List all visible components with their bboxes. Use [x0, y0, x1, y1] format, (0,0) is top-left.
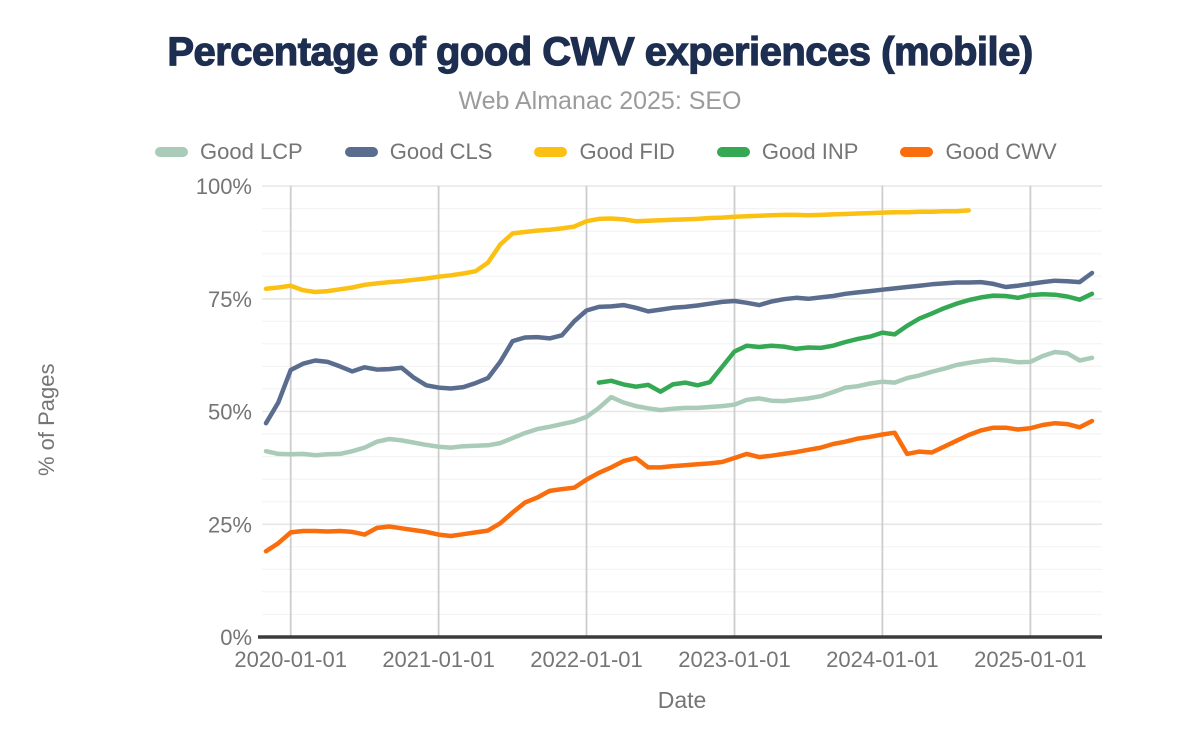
y-tick-label: 0%	[220, 625, 252, 650]
legend-item-good-inp: Good INP	[716, 139, 859, 165]
y-tick-label: 75%	[208, 287, 252, 312]
x-tick-label: 2024-01-01	[826, 647, 939, 672]
chart-subtitle: Web Almanac 2025: SEO	[458, 87, 742, 115]
legend-label-good-cls: Good CLS	[389, 139, 493, 164]
legend-label-good-cwv: Good CWV	[945, 139, 1057, 164]
y-axis-title: % of Pages	[34, 363, 59, 477]
legend-item-good-cwv: Good CWV	[900, 139, 1057, 165]
x-axis-title: Date	[657, 687, 707, 713]
legend-swatch-good-lcp	[155, 147, 188, 157]
series-line-good-cwv	[263, 418, 1095, 554]
legend: Good LCP Good CLS Good FID Good INP Good…	[155, 139, 1057, 165]
y-tick-label: 25%	[208, 512, 252, 537]
legend-label-good-inp: Good INP	[761, 139, 859, 164]
series-line-good-inp	[596, 291, 1095, 394]
series-line-good-fid	[263, 208, 971, 295]
y-tick-label: 100%	[196, 174, 252, 199]
x-tick-label: 2020-01-01	[234, 647, 347, 672]
x-tick-label: 2023-01-01	[678, 647, 791, 672]
legend-item-good-lcp: Good LCP	[155, 139, 303, 165]
chart-title: Percentage of good CWV experiences (mobi…	[167, 29, 1034, 74]
legend-swatch-good-cls	[344, 147, 378, 157]
x-tick-label: 2021-01-01	[382, 647, 495, 672]
legend-item-good-cls: Good CLS	[344, 139, 493, 165]
x-tick-label: 2025-01-01	[974, 647, 1087, 672]
x-tick-label: 2022-01-01	[530, 647, 643, 672]
legend-item-good-fid: Good FID	[534, 139, 675, 165]
legend-label-good-lcp: Good LCP	[200, 139, 303, 164]
legend-label-good-fid: Good FID	[579, 139, 675, 164]
legend-swatch-good-inp	[716, 147, 750, 157]
legend-swatch-good-fid	[534, 147, 568, 157]
y-tick-label: 50%	[208, 400, 252, 425]
series-line-good-lcp	[263, 349, 1095, 458]
legend-swatch-good-cwv	[900, 147, 934, 157]
series-line-good-cls	[263, 270, 1095, 426]
